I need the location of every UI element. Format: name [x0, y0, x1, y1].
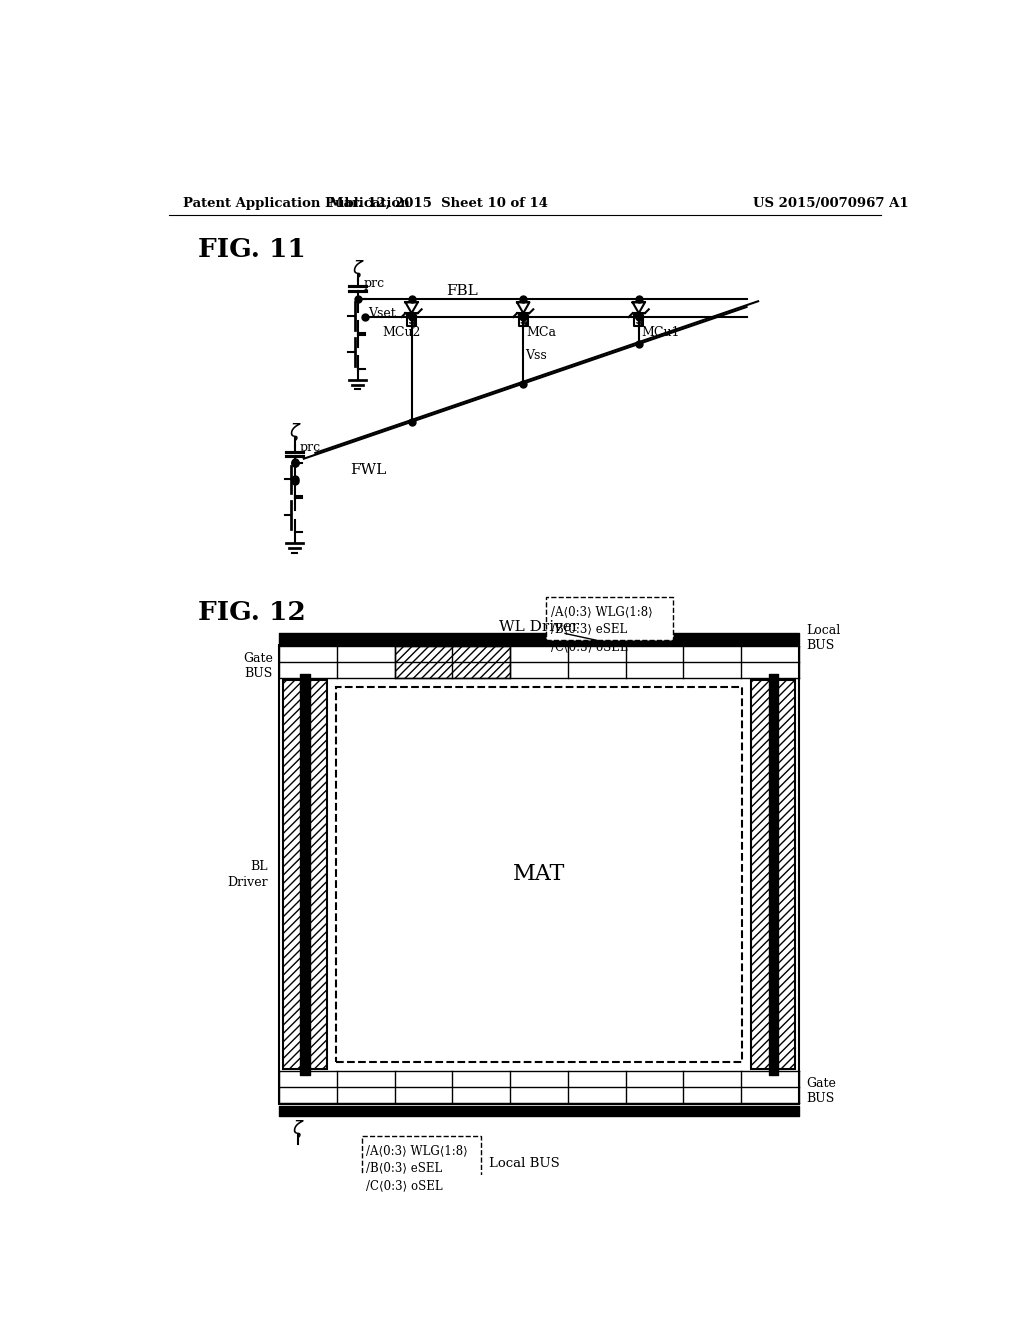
Text: Patent Application Publication: Patent Application Publication [183, 197, 410, 210]
Text: MCu1: MCu1 [642, 326, 680, 339]
Bar [283, 681, 327, 1069]
Bar [280, 645, 799, 1104]
Text: /A⟨0:3⟩ WLG⟨1:8⟩
/B⟨0:3⟩ eSEL
/C⟨0:3⟩ oSEL: /A⟨0:3⟩ WLG⟨1:8⟩ /B⟨0:3⟩ eSEL /C⟨0:3⟩ oS… [551, 605, 652, 653]
Text: MAT: MAT [513, 863, 565, 886]
Text: BL
Driver: BL Driver [227, 861, 267, 888]
Text: $\zeta$: $\zeta$ [352, 257, 365, 280]
Text: Mar. 12, 2015  Sheet 10 of 14: Mar. 12, 2015 Sheet 10 of 14 [329, 197, 548, 210]
Text: Local BUS: Local BUS [488, 1156, 559, 1170]
Text: FBL: FBL [445, 284, 477, 298]
Text: MCa: MCa [526, 326, 556, 339]
Text: $\zeta$: $\zeta$ [292, 1118, 305, 1139]
Text: Vss: Vss [524, 348, 547, 362]
Bar [394, 645, 510, 678]
Bar [547, 597, 674, 640]
Text: prc: prc [364, 277, 384, 290]
Text: FIG. 12: FIG. 12 [199, 601, 306, 626]
Bar [336, 688, 742, 1061]
Text: FIG. 11: FIG. 11 [199, 236, 306, 261]
Bar [361, 1137, 481, 1183]
Text: Vset: Vset [369, 306, 396, 319]
Text: US 2015/0070967 A1: US 2015/0070967 A1 [754, 197, 909, 210]
Text: WL Driver: WL Driver [499, 620, 580, 635]
Text: /A⟨0:3⟩ WLG⟨1:8⟩
/B⟨0:3⟩ eSEL
/C⟨0:3⟩ oSEL: /A⟨0:3⟩ WLG⟨1:8⟩ /B⟨0:3⟩ eSEL /C⟨0:3⟩ oS… [367, 1144, 468, 1192]
Text: Gate
BUS: Gate BUS [243, 652, 273, 680]
Bar [752, 681, 795, 1069]
Text: $\zeta$: $\zeta$ [289, 421, 302, 442]
Text: FWL: FWL [350, 463, 386, 478]
Text: MCu2: MCu2 [382, 326, 421, 339]
Text: Gate
BUS: Gate BUS [807, 1077, 837, 1105]
Text: prc: prc [300, 441, 322, 454]
Text: Local
BUS: Local BUS [807, 624, 841, 652]
